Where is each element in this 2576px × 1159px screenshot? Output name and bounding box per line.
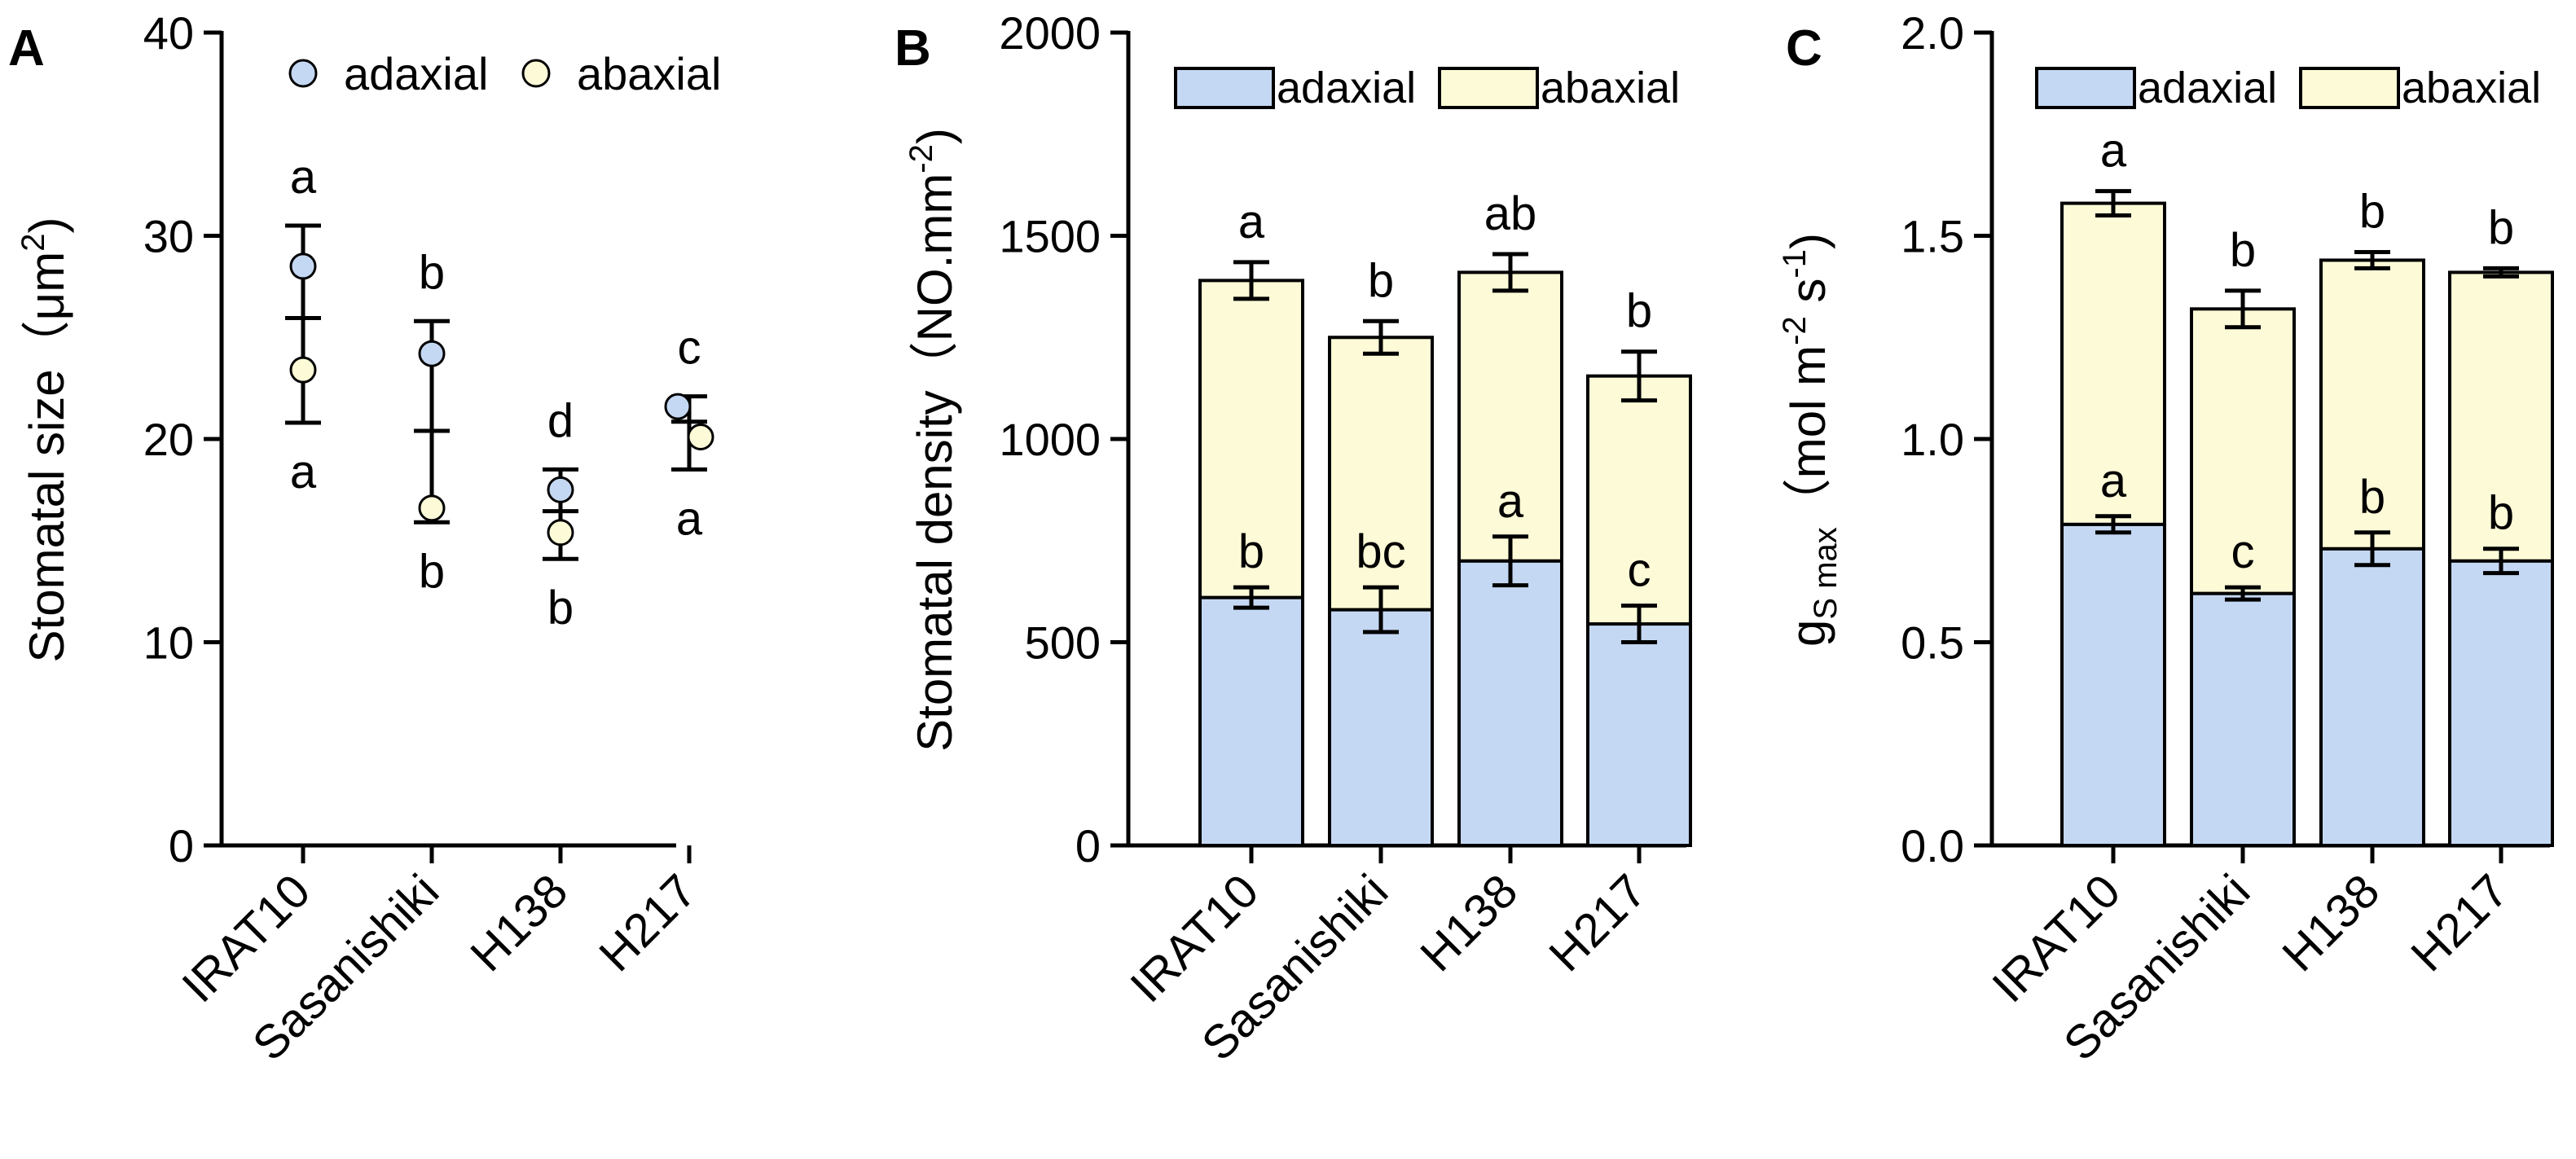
y-tick-label: 500 (1025, 617, 1101, 669)
x-tick-label: H217 (589, 864, 706, 981)
letter-abaxial: b (419, 545, 445, 598)
point-abaxial (418, 494, 446, 522)
y-axis-title: gS max（mol m-2 s-1) (1777, 233, 1844, 647)
x-tick-label: H138 (2272, 864, 2389, 981)
letter-abaxial: b (1626, 285, 1652, 338)
bar-adaxial (2319, 547, 2425, 847)
legend-label-abaxial: abaxial (2402, 64, 2541, 112)
y-tick-label: 0.5 (1901, 617, 1964, 669)
letter-abaxial: a (290, 446, 317, 498)
legend-label-adaxial: adaxial (1277, 64, 1416, 112)
point-abaxial (289, 356, 317, 384)
bar-adaxial (2448, 559, 2554, 847)
y-tick-label: 1000 (999, 414, 1101, 465)
letter-abaxial: b (2488, 201, 2514, 254)
y-tick-label: 10 (143, 617, 194, 669)
letter-adaxial: b (419, 246, 445, 299)
letter-adaxial: c (2231, 525, 2255, 578)
letter-adaxial: a (290, 151, 317, 204)
legend-label-adaxial: adaxial (2138, 64, 2277, 112)
point-adaxial (418, 340, 446, 367)
legend-swatch-adaxial (1174, 67, 1275, 109)
point-adaxial (547, 476, 574, 503)
letter-abaxial: a (1238, 195, 1265, 248)
point-adaxial (289, 252, 317, 280)
bar-adaxial (1457, 559, 1563, 847)
bar-abaxial (1198, 279, 1304, 599)
bar-abaxial (2060, 201, 2166, 526)
y-tick-label: 0 (169, 820, 194, 871)
y-tick-label: 40 (143, 7, 194, 59)
letter-adaxial: b (2488, 487, 2514, 540)
legend-marker-adaxial (288, 59, 318, 88)
x-tick-label: H138 (460, 864, 578, 981)
legend: adaxial abaxial (1174, 64, 1680, 112)
letter-adaxial: a (2100, 454, 2127, 507)
legend-label-abaxial: abaxial (577, 48, 721, 99)
letter-abaxial: a (2100, 125, 2127, 178)
y-tick-label: 2.0 (1901, 7, 1964, 59)
bar-adaxial (1328, 608, 1434, 848)
bar-abaxial (1586, 374, 1692, 626)
bar-adaxial (1198, 595, 1304, 847)
bar-adaxial (1586, 622, 1692, 847)
x-tick-label: H217 (1539, 864, 1656, 981)
bar-adaxial (2060, 522, 2166, 847)
letter-adaxial: c (678, 322, 701, 375)
letter-abaxial: b (1368, 254, 1394, 307)
y-tick-label: 1.5 (1901, 211, 1964, 262)
letter-adaxial: a (1497, 475, 1524, 528)
letter-abaxial: a (676, 492, 703, 545)
legend-swatch-abaxial (1438, 67, 1539, 109)
letter-adaxial: b (2359, 471, 2385, 524)
legend-label-abaxial: abaxial (1541, 64, 1680, 112)
legend: adaxial abaxial (2035, 64, 2541, 112)
point-abaxial (547, 519, 574, 547)
letter-abaxial: b (547, 582, 574, 634)
panel-label: A (8, 20, 45, 77)
legend: adaxial abaxial (288, 48, 721, 99)
letter-abaxial: b (2359, 185, 2385, 238)
y-tick-label: 20 (143, 414, 194, 465)
bar-abaxial (2319, 258, 2425, 551)
y-tick-label: 0.0 (1901, 820, 1964, 871)
legend-swatch-adaxial (2035, 67, 2136, 109)
legend-swatch-abaxial (2299, 67, 2400, 109)
letter-abaxial: b (2230, 224, 2256, 277)
legend-marker-abaxial (521, 59, 551, 88)
y-tick-label: 1.0 (1901, 414, 1964, 465)
point-abaxial (687, 424, 714, 451)
letter-adaxial: d (547, 394, 574, 447)
point-adaxial (664, 393, 692, 420)
x-tick-label: H217 (2401, 864, 2518, 981)
panel-label: B (895, 20, 931, 77)
panel-label: C (1786, 20, 1822, 77)
letter-abaxial: ab (1484, 187, 1537, 240)
x-tick-label: H138 (1410, 864, 1528, 981)
y-tick-label: 2000 (999, 7, 1101, 59)
y-tick-label: 1500 (999, 211, 1101, 262)
y-axis-title: Stomatal density（NO.mm-2) (903, 128, 962, 752)
bar-adaxial (2190, 591, 2296, 847)
legend-label-adaxial: adaxial (344, 48, 488, 99)
letter-adaxial: b (1238, 525, 1264, 578)
y-axis-title: Stomatal size（μm2) (15, 217, 74, 663)
y-tick-label: 0 (1075, 820, 1101, 871)
letter-adaxial: bc (1356, 525, 1405, 578)
y-tick-label: 30 (143, 211, 194, 262)
letter-adaxial: c (1628, 544, 1651, 597)
